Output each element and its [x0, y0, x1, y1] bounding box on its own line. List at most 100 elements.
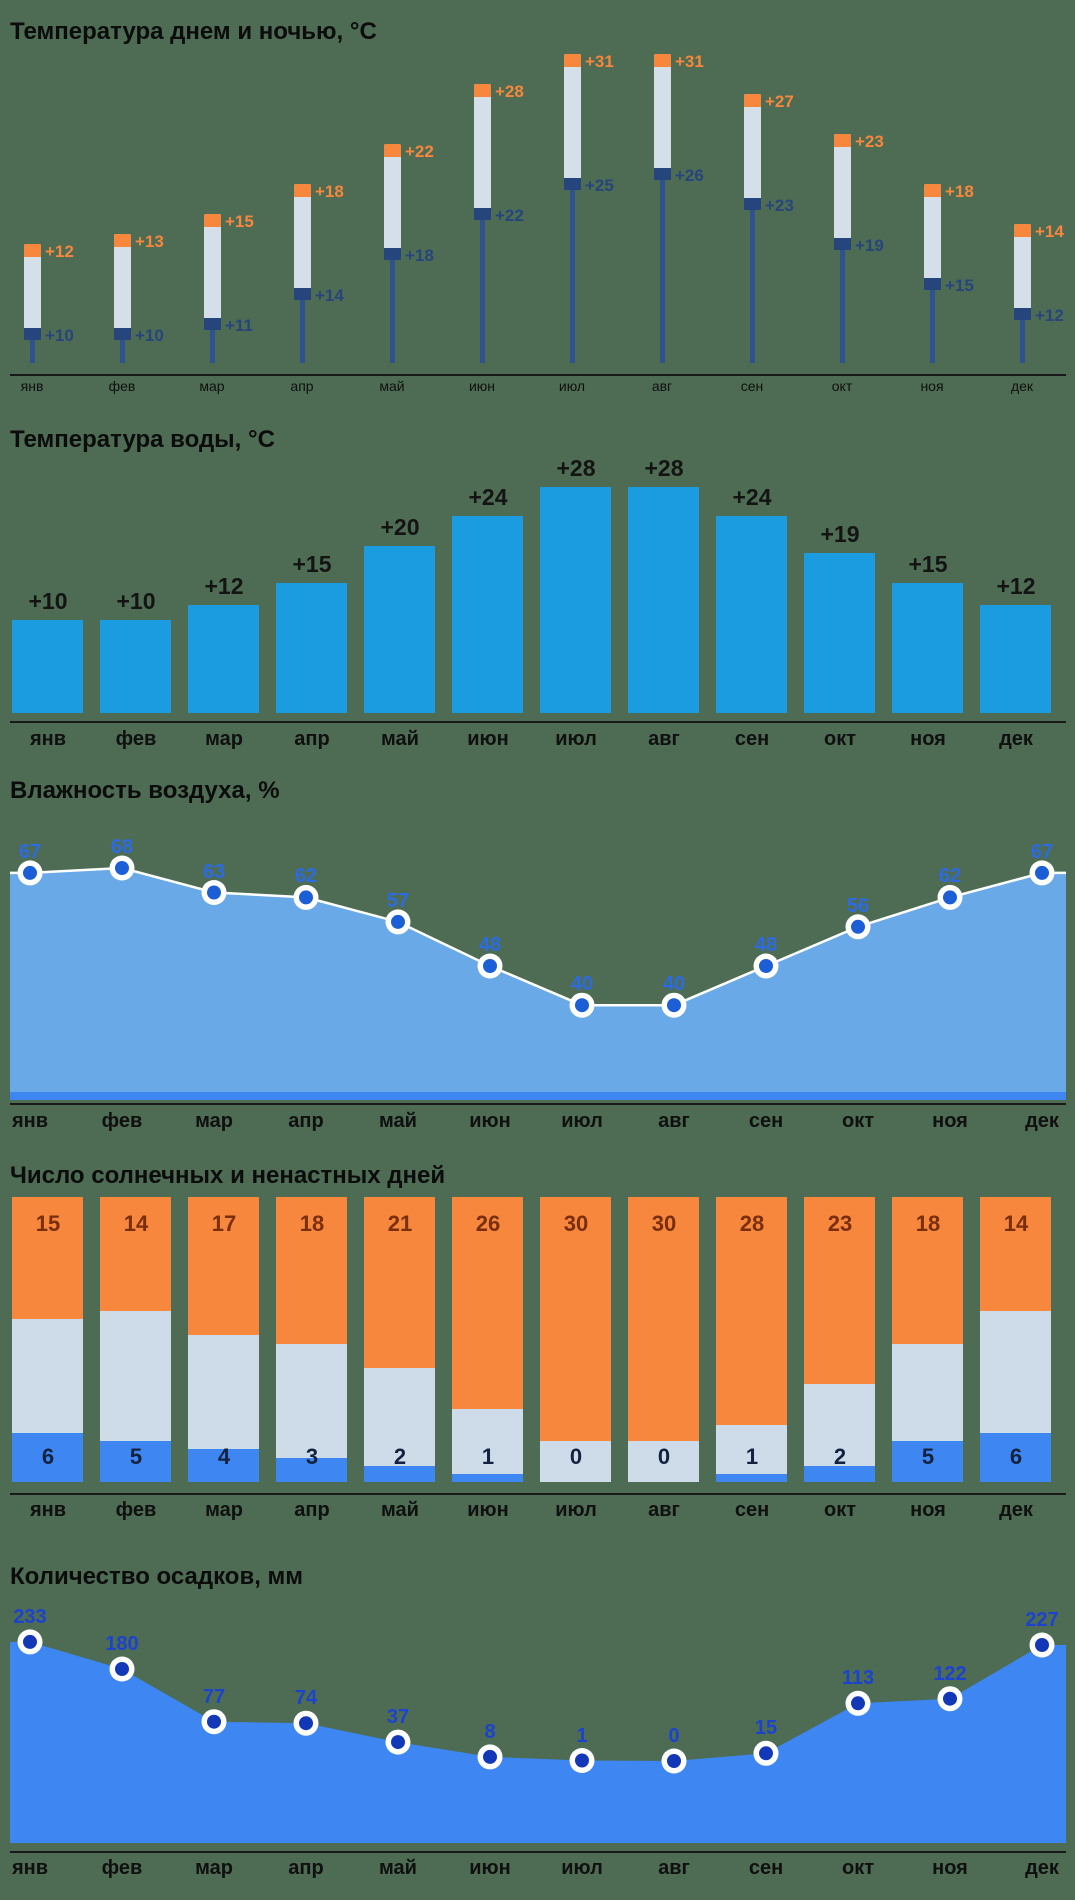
thermometer-capsule [473, 84, 491, 220]
water-temp-value: +12 [996, 573, 1036, 599]
sunny-days-value: 18 [915, 1211, 941, 1236]
value-label: 37 [386, 1706, 410, 1729]
thermometer-capsule [923, 184, 941, 290]
value-label: 57 [386, 889, 410, 912]
month-label: май [379, 378, 405, 394]
precipitation-area-fill [10, 1641, 1066, 1843]
day-temp-cap [653, 54, 671, 67]
water-temp-bar [276, 583, 347, 713]
water-temp-value: +15 [908, 551, 948, 577]
sunny-days-value: 15 [35, 1211, 61, 1236]
month-label: апр [288, 1110, 324, 1132]
stacked-days-bar [188, 1197, 259, 1482]
water-temp-bar [100, 620, 171, 713]
month-label: июн [469, 1857, 511, 1879]
data-point-dot [207, 1714, 221, 1729]
night-temp-marker [113, 328, 131, 340]
thermometer-capsule [203, 214, 221, 330]
day-temp-cap [1013, 224, 1031, 237]
sunny-days-segment [628, 1197, 699, 1441]
month-label: мар [205, 1499, 243, 1521]
rainy-days-value: 5 [129, 1444, 143, 1469]
night-temp-label: +18 [405, 246, 434, 265]
water-temperature-chart-title: Температура воды, °C [10, 426, 275, 453]
month-label: мар [195, 1110, 233, 1132]
rainy-days-value: 1 [481, 1444, 495, 1469]
rainy-days-segment [980, 1433, 1051, 1482]
night-temp-label: +12 [1035, 306, 1064, 325]
stacked-days-bar [980, 1197, 1051, 1482]
data-point-dot [851, 919, 865, 934]
data-point-dot [667, 998, 681, 1013]
month-label: ноя [920, 378, 944, 394]
data-point-dot [943, 1691, 957, 1706]
value-label: 48 [754, 934, 778, 956]
night-temp-marker [473, 208, 491, 220]
rainy-days-segment [188, 1449, 259, 1482]
month-label: апр [290, 378, 314, 394]
water-temp-bar [804, 553, 875, 713]
data-point-dot [851, 1696, 865, 1711]
water-temp-bar [188, 605, 259, 713]
month-label: ноя [932, 1110, 968, 1132]
rainy-days-value: 5 [921, 1444, 935, 1469]
value-label: 77 [202, 1685, 226, 1708]
month-label: дек [999, 728, 1033, 750]
sunny-days-segment [804, 1197, 875, 1384]
night-temp-marker [653, 168, 671, 180]
month-label: ноя [910, 728, 946, 750]
month-label: май [381, 1499, 419, 1521]
thermometer-stem [29, 328, 35, 363]
day-temp-cap [23, 244, 41, 257]
thermometer-stem [389, 248, 395, 363]
month-label: ноя [910, 1499, 946, 1521]
thermometer-capsule [743, 94, 761, 210]
data-point-dot [23, 1634, 37, 1649]
sunny-rainy-days-chart-title: Число солнечных и ненастных дней [10, 1162, 446, 1189]
rainy-days-segment [100, 1441, 171, 1482]
month-label: ноя [932, 1857, 968, 1879]
value-label: 62 [938, 865, 962, 888]
sunny-days-segment [892, 1197, 963, 1344]
rainy-days-segment [716, 1474, 787, 1482]
night-temp-marker [383, 248, 401, 260]
day-temp-cap [473, 84, 491, 97]
rainy-days-value: 6 [41, 1444, 55, 1469]
month-label: фев [115, 728, 157, 750]
month-label: авг [658, 1110, 690, 1132]
night-temp-marker [293, 288, 311, 300]
stacked-days-bar [804, 1197, 875, 1482]
month-label: мар [195, 1857, 233, 1879]
night-temp-label: +10 [135, 326, 164, 345]
value-label: 40 [662, 973, 686, 996]
month-label: фев [101, 1857, 143, 1879]
sunny-days-value: 14 [1003, 1211, 1029, 1236]
month-label: дек [1025, 1110, 1059, 1132]
data-point-dot [1035, 1638, 1049, 1652]
month-label: апр [294, 1499, 330, 1521]
x-axis-line [10, 1851, 1066, 1853]
water-temperature-chart: Температура воды, °C +10 янв +10 фев +12 мар +… [0, 420, 1075, 760]
month-label: май [379, 1110, 417, 1132]
night-temp-marker [833, 238, 851, 250]
value-label: 62 [294, 865, 318, 888]
water-temp-bar [364, 546, 435, 713]
thermometer-capsule [23, 244, 41, 340]
rainy-days-value: 0 [657, 1444, 671, 1469]
day-temp-label: +28 [495, 82, 524, 101]
month-label: сен [748, 1857, 784, 1879]
water-temp-value: +20 [380, 514, 420, 540]
day-temp-cap [833, 134, 851, 147]
thermometer-stem [659, 168, 665, 363]
water-temp-value: +24 [468, 484, 508, 510]
month-label: янв [29, 728, 67, 750]
day-temp-cap [563, 54, 581, 67]
sunny-days-value: 23 [827, 1211, 853, 1236]
water-temp-bar [628, 487, 699, 713]
rainy-days-segment [804, 1466, 875, 1482]
thermometer-stem [929, 278, 935, 363]
rainy-days-value: 2 [833, 1444, 847, 1469]
day-temp-label: +18 [945, 182, 974, 201]
night-temp-label: +19 [855, 236, 884, 255]
sunny-days-segment [276, 1197, 347, 1344]
